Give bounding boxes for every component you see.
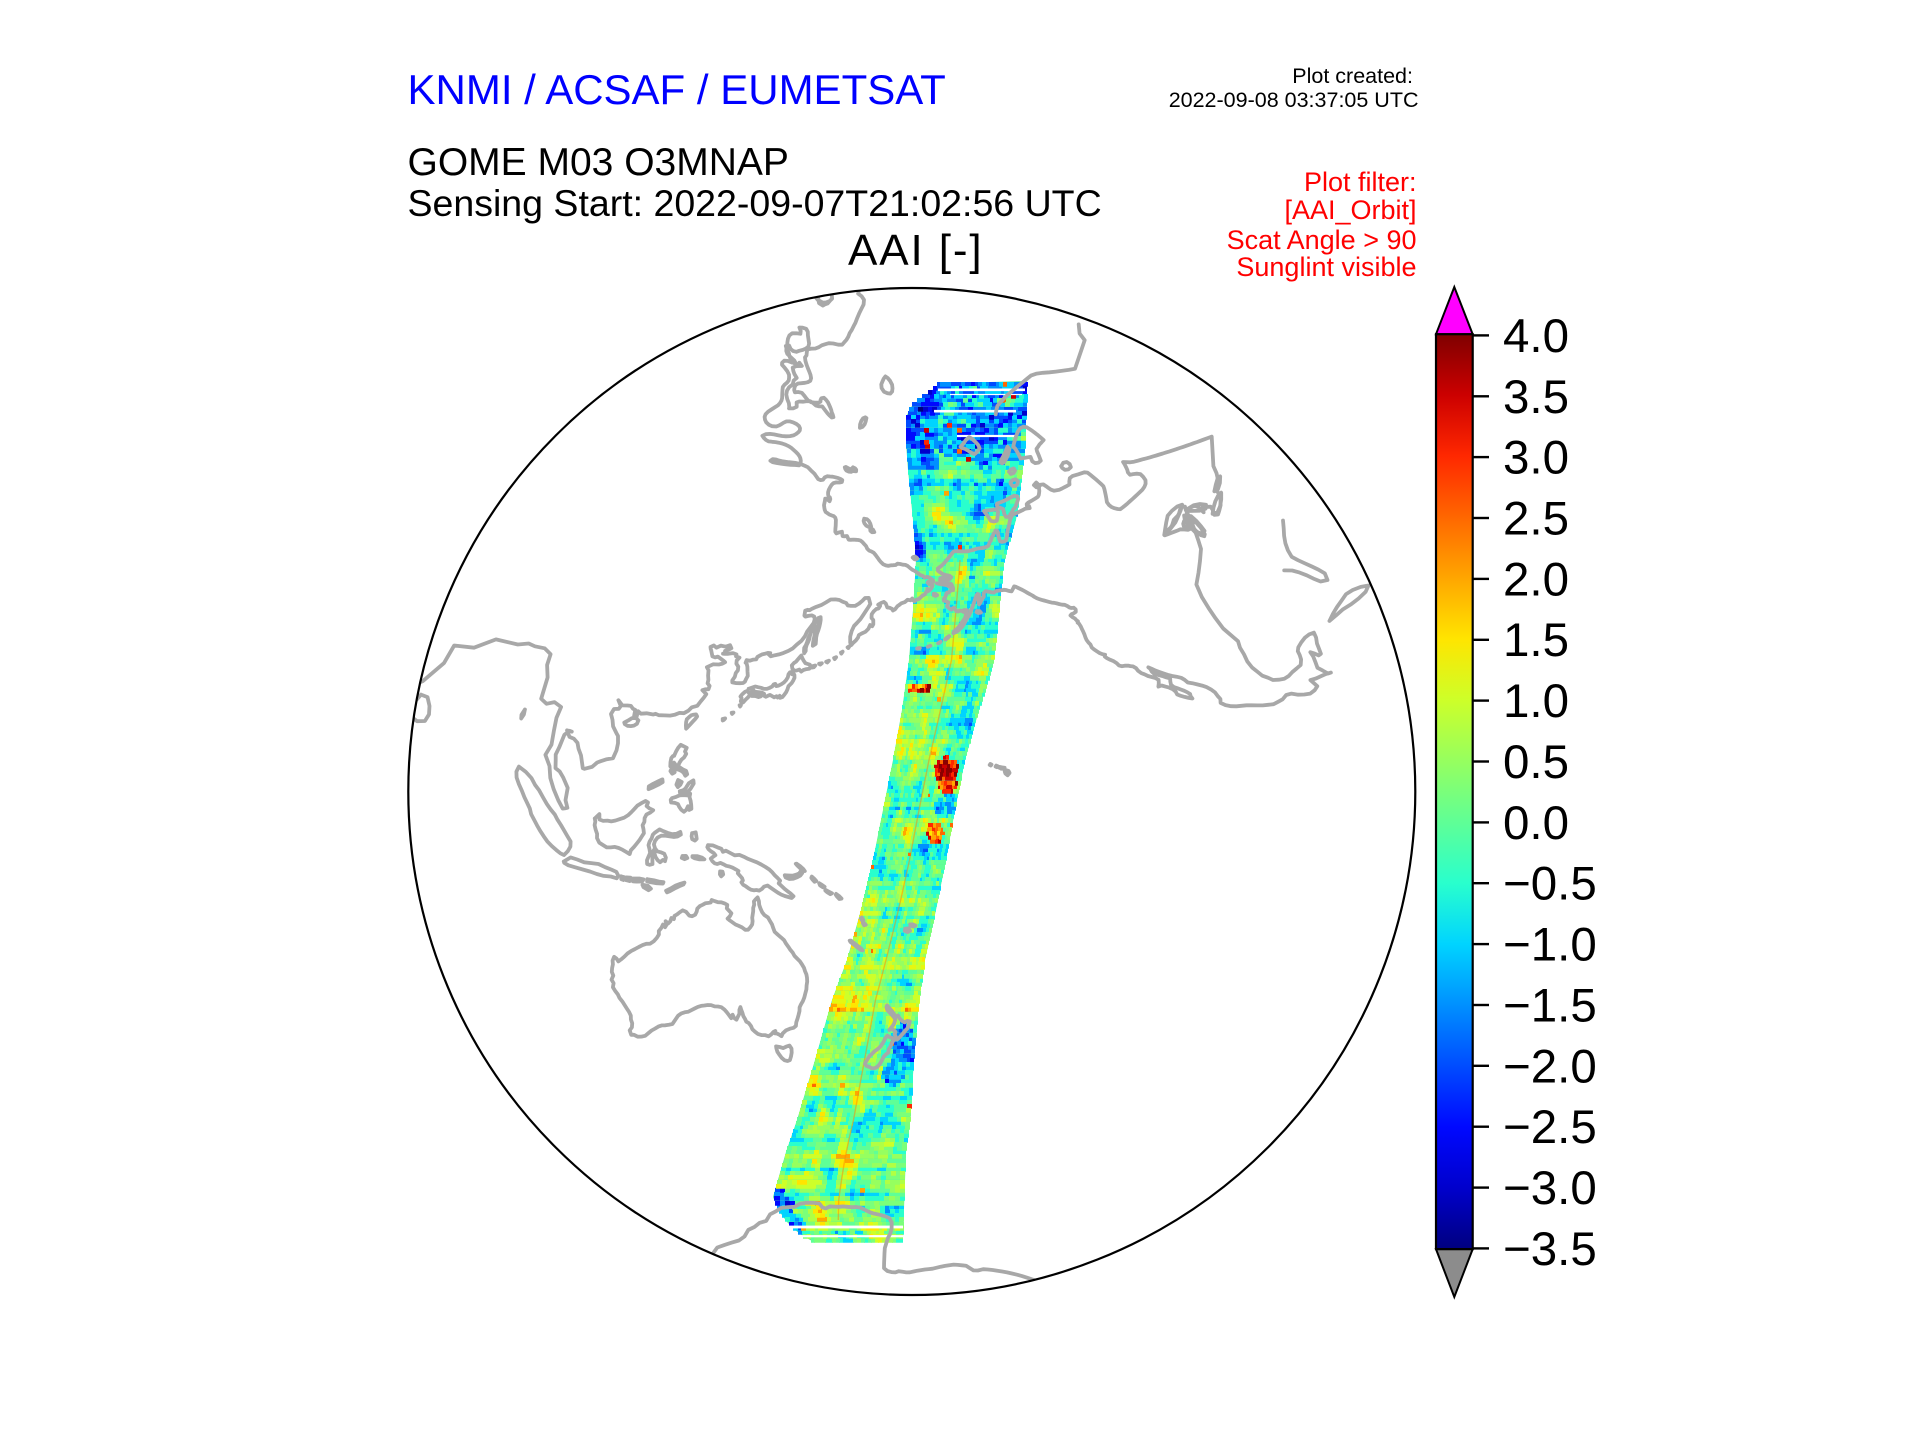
svg-text:−3.5: −3.5	[1503, 1223, 1597, 1276]
svg-text:1.5: 1.5	[1503, 614, 1569, 667]
svg-text:2.0: 2.0	[1503, 553, 1569, 606]
svg-text:0.5: 0.5	[1503, 736, 1569, 789]
svg-text:0.0: 0.0	[1503, 797, 1569, 850]
svg-text:1.0: 1.0	[1503, 675, 1569, 728]
svg-text:−3.0: −3.0	[1503, 1162, 1597, 1215]
svg-text:−2.0: −2.0	[1503, 1040, 1597, 1093]
svg-text:−2.5: −2.5	[1503, 1101, 1597, 1154]
svg-text:−0.5: −0.5	[1503, 858, 1597, 911]
svg-text:−1.5: −1.5	[1503, 980, 1597, 1033]
svg-text:3.0: 3.0	[1503, 432, 1569, 485]
svg-text:−1.0: −1.0	[1503, 919, 1597, 972]
svg-text:2.5: 2.5	[1503, 493, 1569, 546]
svg-text:3.5: 3.5	[1503, 371, 1569, 424]
svg-text:4.0: 4.0	[1503, 310, 1569, 363]
